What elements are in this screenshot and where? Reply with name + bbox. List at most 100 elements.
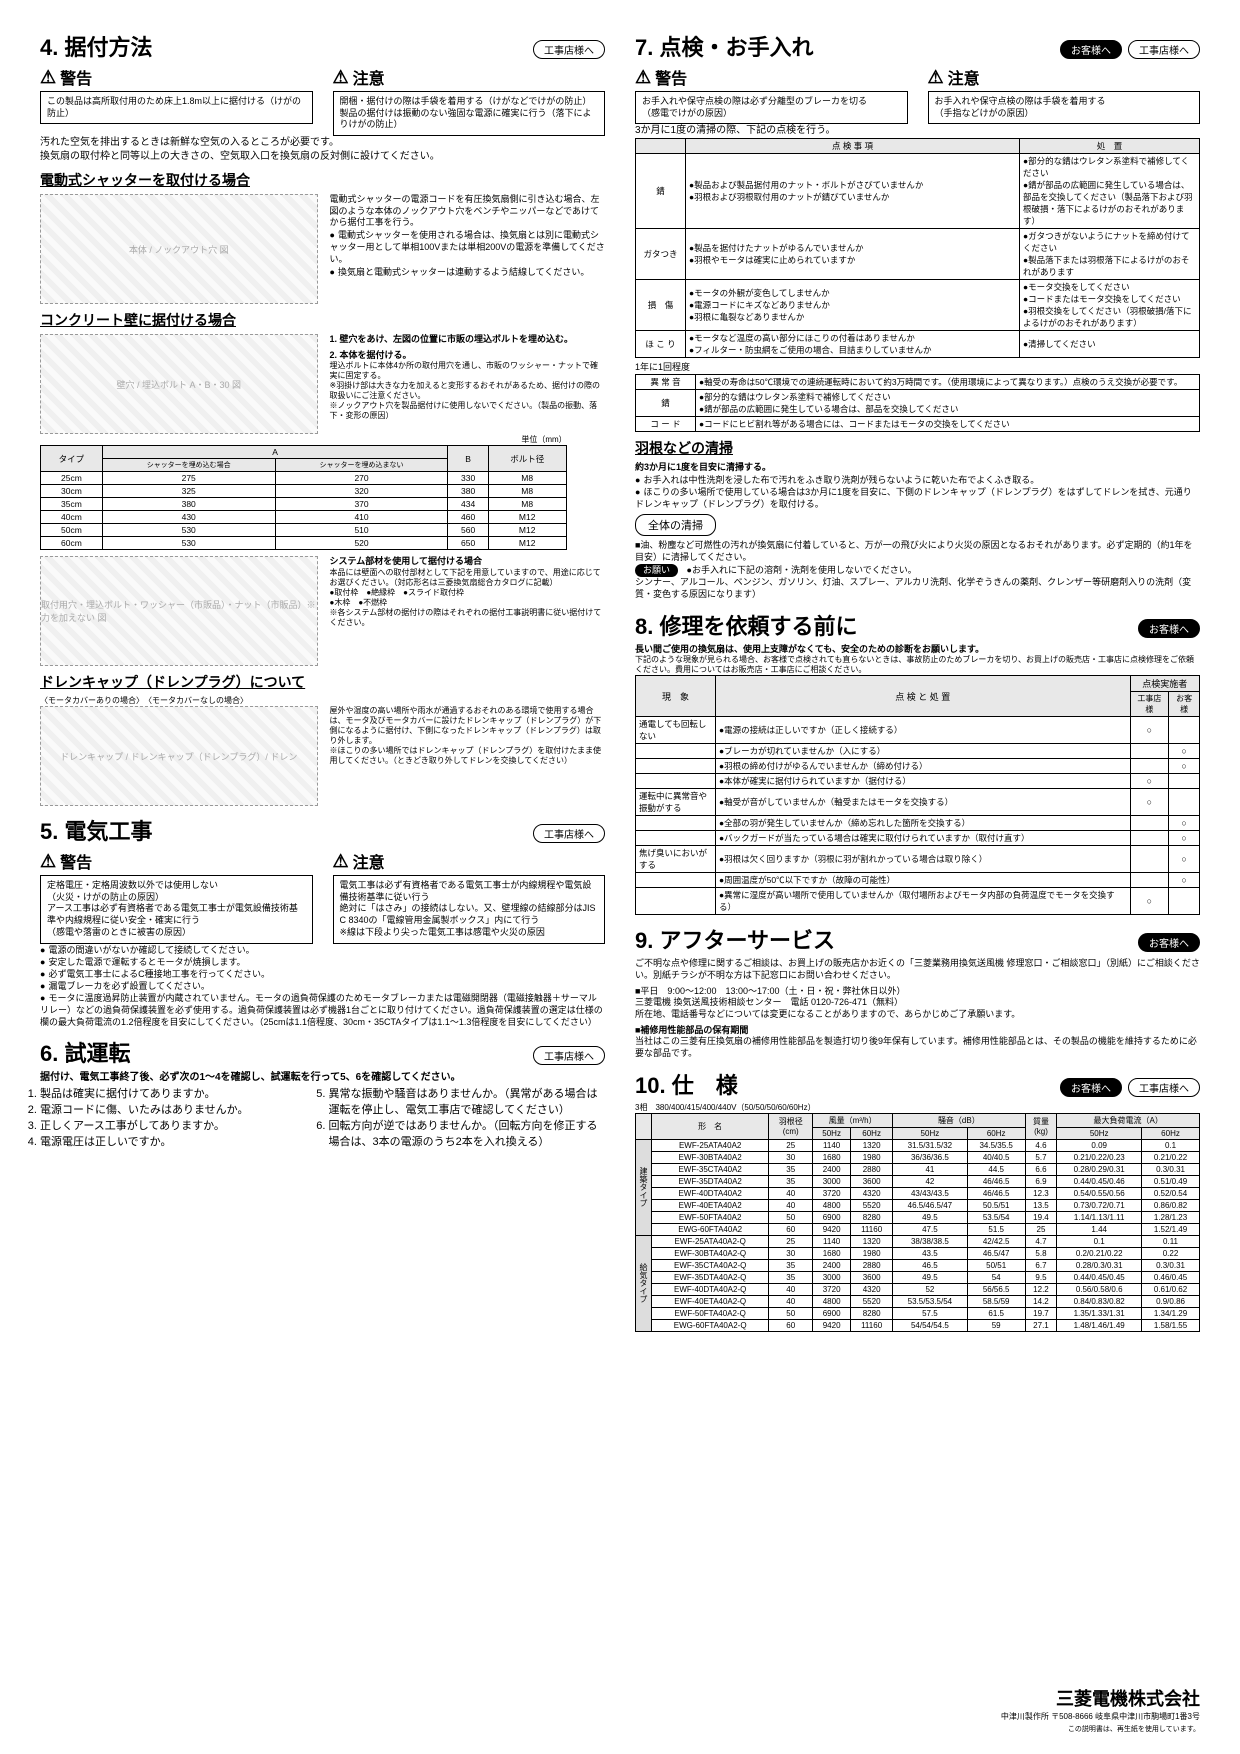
s7-blade-h: 羽根などの清掃 bbox=[635, 438, 1200, 458]
keikoku-body: この製品は高所取付用のため床上1.8m以上に据付ける（けがの防止） bbox=[40, 91, 313, 124]
list-item: 正しくアース工事がしてありますか。 bbox=[40, 1117, 317, 1133]
right-column: 7. 点検・お手入れ お客様へ 工事店様へ 警告 お手入れや保守点検の際は必ず分… bbox=[635, 30, 1200, 1724]
repair-table: 現 象点 検 と 処 置点検実施者工事店様お客様通電しても回転しない●電源の接続… bbox=[635, 675, 1200, 915]
s4-keikoku: 警告 この製品は高所取付用のため床上1.8m以上に据付ける（けがの防止） bbox=[40, 65, 313, 136]
conc-steps: 1. 壁穴をあけ、左図の位置に市販の埋込ボルトを埋め込む。 2. 本体を据付ける… bbox=[330, 334, 606, 434]
dim-table: タイプABボルト径シャッターを埋め込む場合シャッターを埋め込まない25cm275… bbox=[40, 445, 567, 550]
footer: 三菱電機株式会社 中津川製作所 〒508-8666 岐阜県中津川市駒場町1番3号… bbox=[1001, 1685, 1200, 1734]
list-item: 回転方向が逆ではありませんか。（回転方向を修正する場合は、3本の電源のうち2本を… bbox=[329, 1117, 606, 1149]
s4-drain-h: ドレンキャップ（ドレンプラグ）について bbox=[40, 672, 605, 692]
keikoku-label: 警告 bbox=[635, 65, 908, 89]
s8-intro1: 長い間ご使用の換気扇は、使用上支障がなくても、安全のための診断をお願いします。 bbox=[635, 644, 1200, 656]
s6-items: 製品は確実に据付けてありますか。電源コードに傷、いたみはありませんか。正しくアー… bbox=[40, 1085, 605, 1149]
s8-intro2: 下記のような現象が見られる場合、お客様で点検されても直らないときは、事故防止のた… bbox=[635, 655, 1200, 675]
s4-dim-row: 単位（mm） タイプABボルト径シャッターを埋め込む場合シャッターを埋め込まない… bbox=[40, 434, 605, 550]
s4-shutter-row: 本体 / ノックアウト穴 図 電動式シャッターの電源コードを有圧換気扇側に引き込… bbox=[40, 194, 605, 304]
s4-intro2: 換気扇の取付枠と同等以上の大きさの、空気取入口を換気扇の反対側に設けてください。 bbox=[40, 150, 605, 164]
s9-hours: ■平日 9:00〜12:00 13:00〜17:00（土・日・祝・弊社休日以外）… bbox=[635, 986, 1200, 1021]
s7-warnings: 警告 お手入れや保守点検の際は必ず分離型のブレーカを切る （感電でけがの原因） … bbox=[635, 65, 1200, 124]
badge-customer: お客様へ bbox=[1060, 40, 1122, 59]
diagram-wall: 壁穴 / 埋込ボルト A・B・30 図 bbox=[40, 334, 318, 434]
section-8: 8. 修理を依頼する前に お客様へ 長い間ご使用の換気扇は、使用上支障がなくても… bbox=[635, 609, 1200, 916]
s7-keikoku: 警告 お手入れや保守点検の際は必ず分離型のブレーカを切る （感電でけがの原因） bbox=[635, 65, 908, 124]
keikoku-body: 定格電圧・定格周波数以外では使用しない （火災・けがの防止の原因） アース工事は… bbox=[40, 875, 313, 943]
drain-body: 屋外や湿度の高い場所や雨水が通過するおそれのある環境で使用する場合は、モータ及び… bbox=[330, 706, 606, 806]
s5-keikoku: 警告 定格電圧・定格周波数以外では使用しない （火災・けがの防止の原因） アース… bbox=[40, 849, 313, 943]
blade-bullets: お手入れは中性洗剤を浸した布で汚れをふき取り洗剤が残らないように乾いた布でよくふ… bbox=[635, 474, 1200, 510]
annual-table: 異 常 音●軸受の寿命は50℃環境での連続運転時において約3万時間です。（使用環… bbox=[635, 374, 1200, 432]
all-body: ■油、粉塵など可燃性の汚れが換気扇に付着していると、万が一の飛び火により火災の原… bbox=[635, 540, 1200, 563]
chui-body: 開梱・据付けの際は手袋を着用する（けがなどでけがの防止） 製品の据付けは振動のな… bbox=[333, 91, 606, 136]
s9-parts-body: 当社はこの三菱有圧換気扇の補修用性能部品を製造打切り後9年保有しています。補修用… bbox=[635, 1036, 1200, 1059]
conc-step2: 2. 本体を据付ける。 bbox=[330, 350, 606, 362]
s9-parts-h: ■補修用性能部品の保有期間 bbox=[635, 1025, 1200, 1037]
badge-store: 工事店様へ bbox=[533, 824, 605, 843]
list-item: 製品は確実に据付けてありますか。 bbox=[40, 1085, 317, 1101]
onegai-body: ●お手入れに下記の溶剤・洗剤を使用しないでください。 シンナー、アルコール、ベン… bbox=[635, 565, 1191, 599]
dim-unit: 単位（mm） bbox=[40, 434, 567, 445]
keikoku-label: 警告 bbox=[40, 65, 313, 89]
s6-items-left: 製品は確実に据付けてありますか。電源コードに傷、いたみはありませんか。正しくアー… bbox=[40, 1085, 317, 1149]
shutter-text: 電動式シャッターの電源コードを有圧換気扇側に引き込む場合、左図のような本体のノッ… bbox=[330, 194, 606, 229]
chui-label: 注意 bbox=[928, 65, 1201, 89]
s4-drain-row: ドレンキャップ / ドレンキャップ（ドレンプラグ）/ ドレン 屋外や湿度の高い場… bbox=[40, 706, 605, 806]
drain-caption: 〈モータカバーありの場合〉 〈モータカバーなしの場合〉 bbox=[40, 696, 605, 706]
badge-store: 工事店様へ bbox=[533, 40, 605, 59]
section-6: 6. 試運転 工事店様へ 据付け、電気工事終了後、必ず次の1〜4を確認し、試運転… bbox=[40, 1036, 605, 1149]
badge-store: 工事店様へ bbox=[1128, 1078, 1200, 1097]
diagram-knockout: 本体 / ノックアウト穴 図 bbox=[40, 194, 318, 304]
list-item: ほこりの多い場所で使用している場合は3か月に1度を目安に、下側のドレンキャップ（… bbox=[635, 486, 1200, 510]
s4-shutter-h: 電動式シャッターを取付ける場合 bbox=[40, 170, 605, 190]
keikoku-label: 警告 bbox=[40, 849, 313, 873]
chui-body: 電気工事は必ず有資格者である電気工事士が内線規程や電気設備技術基準に従い行う 絶… bbox=[333, 875, 606, 943]
s7-all-h: 全体の清掃 bbox=[635, 514, 716, 536]
system-note: ※各システム部材の据付けの際はそれぞれの据付工事説明書に従い据付けてください。 bbox=[330, 608, 606, 628]
list-item: 安定した電源で運転するとモータが焼損します。 bbox=[40, 956, 605, 968]
badge-store: 工事店様へ bbox=[1128, 40, 1200, 59]
badge-customer: お客様へ bbox=[1138, 933, 1200, 952]
list-item: 換気扇と電動式シャッターは連動するよう結線してください。 bbox=[330, 266, 606, 278]
s4-chui: 注意 開梱・据付けの際は手袋を着用する（けがなどでけがの防止） 製品の据付けは振… bbox=[333, 65, 606, 136]
badge-customer: お客様へ bbox=[1060, 1078, 1122, 1097]
section-7: 7. 点検・お手入れ お客様へ 工事店様へ 警告 お手入れや保守点検の際は必ず分… bbox=[635, 30, 1200, 601]
dim-table-wrap: 単位（mm） タイプABボルト径シャッターを埋め込む場合シャッターを埋め込まない… bbox=[40, 434, 567, 550]
s7-intro: 3か月に1度の清掃の際、下記の点検を行う。 bbox=[635, 124, 1200, 138]
s5-chui: 注意 電気工事は必ず有資格者である電気工事士が内線規程や電気設備技術基準に従い行… bbox=[333, 849, 606, 943]
list-item: 電源コードに傷、いたみはありませんか。 bbox=[40, 1101, 317, 1117]
list-item: 必ず電気工事士によるC種接地工事を行ってください。 bbox=[40, 968, 605, 980]
blade-intro: 約3か月に1度を目安に清掃する。 bbox=[635, 462, 1200, 474]
section-9: 9. アフターサービス お客様へ ご不明な点や修理に関するご相談は、お買上げの販… bbox=[635, 923, 1200, 1060]
section-10: 10. 仕 様 お客様へ 工事店様へ 3相 380/400/415/400/44… bbox=[635, 1068, 1200, 1332]
list-item: 電源電圧は正しいですか。 bbox=[40, 1133, 317, 1149]
s4-warnings: 警告 この製品は高所取付用のため床上1.8m以上に据付ける（けがの防止） 注意 … bbox=[40, 65, 605, 136]
list-item: 電動式シャッターを使用される場合は、換気扇とは別に電動式シャッター用として単相1… bbox=[330, 229, 606, 265]
s4-shutter-text-col: 電動式シャッターの電源コードを有圧換気扇側に引き込む場合、左図のような本体のノッ… bbox=[330, 194, 606, 304]
badge-customer: お客様へ bbox=[1138, 619, 1200, 638]
left-column: 4. 据付方法 工事店様へ 警告 この製品は高所取付用のため床上1.8m以上に据… bbox=[40, 30, 605, 1724]
list-item: 漏電ブレーカを必ず設置してください。 bbox=[40, 980, 605, 992]
s5-bullets: 電源の間違いがないか確認して接続してください。安定した電源で運転するとモータが焼… bbox=[40, 944, 605, 1029]
s9-body1: ご不明な点や修理に関するご相談は、お買上げの販売店かお近くの「三菱業務用換気送風… bbox=[635, 958, 1200, 981]
keikoku-body: お手入れや保守点検の際は必ず分離型のブレーカを切る （感電でけがの原因） bbox=[635, 91, 908, 124]
company-logo: 三菱電機株式会社 bbox=[1001, 1685, 1200, 1711]
system-h: システム部材を使用して据付ける場合 bbox=[330, 556, 606, 568]
s4-intro1: 汚れた空気を排出するときは新鮮な空気の入るところが必要です。 bbox=[40, 136, 605, 150]
onegai-row: お願い ●お手入れに下記の溶剤・洗剤を使用しないでください。 シンナー、アルコー… bbox=[635, 564, 1200, 601]
inspect-table: 点 検 事 項処 置錆●製品および製品据付用のナット・ボルトがさびていませんか … bbox=[635, 138, 1200, 358]
s10-power: 3相 380/400/415/400/440V（50/50/50/60/60Hz… bbox=[635, 1103, 1200, 1113]
chui-label: 注意 bbox=[333, 849, 606, 873]
shutter-bullets: 電動式シャッターを使用される場合は、換気扇とは別に電動式シャッター用として単相1… bbox=[330, 229, 606, 278]
list-item: 電源の間違いがないか確認して接続してください。 bbox=[40, 944, 605, 956]
chui-label: 注意 bbox=[333, 65, 606, 89]
conc-step2-body: 埋込ボルトに本体4か所の取付用穴を通し、市販のワッシャー・ナットで確実に固定する… bbox=[330, 361, 606, 421]
s4-conc-row1: 壁穴 / 埋込ボルト A・B・30 図 1. 壁穴をあけ、左図の位置に市販の埋込… bbox=[40, 334, 605, 434]
list-item: お手入れは中性洗剤を浸した布で汚れをふき取り洗剤が残らないように乾いた布でよくふ… bbox=[635, 474, 1200, 486]
footer-note: この説明書は、再生紙を使用しています。 bbox=[1001, 1724, 1200, 1734]
s4-concrete-h: コンクリート壁に据付ける場合 bbox=[40, 310, 605, 330]
system-body: 本品には壁面への取付部材として下記を用意していますので、用途に応じてお選びくださ… bbox=[330, 568, 606, 588]
system-text: システム部材を使用して据付ける場合 本品には壁面への取付部材として下記を用意して… bbox=[330, 556, 606, 666]
diagram-drain: ドレンキャップ / ドレンキャップ（ドレンプラグ）/ ドレン bbox=[40, 706, 318, 806]
annual-h: 1年に1回程度 bbox=[635, 362, 1200, 374]
s6-items-right: 異常な振動や騒音はありませんか。（異常がある場合は運転を停止し、電気工事店で確認… bbox=[329, 1085, 606, 1149]
s5-warnings: 警告 定格電圧・定格周波数以外では使用しない （火災・けがの防止の原因） アース… bbox=[40, 849, 605, 943]
